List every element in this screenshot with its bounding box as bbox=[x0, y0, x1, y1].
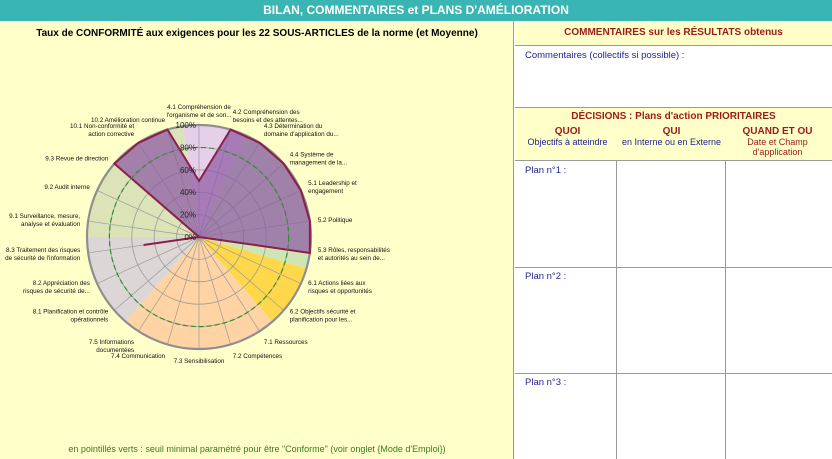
radar-category-label: 7.2 Compétences bbox=[233, 353, 282, 360]
col-qui-sub: en Interne ou en Externe bbox=[621, 137, 722, 147]
col-quand-label: QUAND ET OÙ bbox=[742, 126, 813, 137]
col-quoi-header: QUOI Objectifs à atteindre bbox=[515, 126, 620, 160]
right-panel: COMMENTAIRES sur les RÉSULTATS obtenus C… bbox=[515, 21, 832, 459]
plan-label: Plan n°1 : bbox=[525, 165, 567, 176]
plan-row[interactable]: Plan n°1 : bbox=[515, 161, 832, 268]
radar-sector bbox=[199, 237, 307, 298]
radar-spoke bbox=[198, 236, 260, 332]
plan-row[interactable]: Plan n°3 : bbox=[515, 373, 832, 459]
radar-tick-label: 80% bbox=[180, 143, 196, 152]
radar-spoke bbox=[167, 236, 200, 345]
plan-row[interactable]: Plan n°2 : bbox=[515, 267, 832, 374]
radar-category-label: 10.1 Non-conformité et action corrective bbox=[70, 123, 135, 138]
radar-spoke bbox=[88, 220, 200, 238]
radar-sector bbox=[199, 237, 294, 322]
radar-category-label: 4.1 Compréhension de l'organisme et de so… bbox=[167, 104, 232, 119]
divider bbox=[515, 107, 832, 108]
radar-category-label: 7.1 Ressources bbox=[264, 339, 308, 346]
col-quoi-label: QUOI bbox=[554, 126, 581, 137]
radar-category-label: 4.4 Système de management de la... bbox=[290, 151, 348, 166]
radar-category-label: 9.1 Surveillance, mesure, analyse et éval… bbox=[9, 213, 81, 228]
radar-category-label: 7.5 Informations documentées bbox=[89, 339, 134, 354]
radar-sector bbox=[91, 176, 199, 237]
chart-title: Taux de CONFORMITÉ aux exigences pour le… bbox=[36, 28, 478, 39]
comments-hint[interactable]: Commentaires (collectifs si possible) : bbox=[525, 50, 685, 61]
radar-spoke bbox=[96, 190, 200, 238]
radar-sector bbox=[125, 237, 199, 339]
radar-chart[interactable]: 0% 20% 40% 60% 80% 100% 4.1 Compréhension de l'… bbox=[0, 21, 514, 421]
col-quoi-sub: Objectifs à atteindre bbox=[527, 137, 608, 147]
radar-category-label: 4.3 Détermination du domaine d'applicatio… bbox=[264, 123, 339, 138]
plan-qui-cell[interactable] bbox=[617, 373, 726, 459]
radar-tick-label: 100% bbox=[176, 121, 196, 130]
radar-sector bbox=[199, 237, 273, 339]
radar-outer-ring bbox=[85, 123, 313, 351]
radar-tick-label: 0% bbox=[184, 233, 196, 242]
radar-category-label: 6.2 Objectifs sécurité et planification p… bbox=[290, 309, 356, 324]
col-qui-header: QUI en Interne ou en Externe bbox=[619, 126, 724, 160]
plan-quoi-cell[interactable]: Plan n°3 : bbox=[515, 373, 617, 459]
col-qui-label: QUI bbox=[662, 126, 681, 137]
radar-tick-label: 40% bbox=[180, 188, 196, 197]
chart-footnote: en pointillés verts : seuil minimal para… bbox=[68, 444, 446, 454]
radar-category-label: 5.1 Leadership et engagement bbox=[308, 180, 357, 195]
col-quand-header: QUAND ET OÙ Date et Champ d'application bbox=[725, 126, 830, 160]
radar-sector bbox=[104, 237, 199, 322]
radar-category-label: 8.3 Traitement des risques de sécurité de… bbox=[5, 247, 81, 262]
radar-category-label: 8.2 Appréciation des risques de sécurité … bbox=[23, 280, 90, 295]
radar-tick-label: 60% bbox=[180, 166, 196, 175]
radar-spoke bbox=[198, 236, 231, 345]
radar-spoke bbox=[114, 236, 200, 311]
radar-spoke bbox=[198, 236, 302, 284]
radar-category-label: 9.2 Audit interne bbox=[44, 184, 90, 191]
plan-qui-cell[interactable] bbox=[617, 267, 726, 373]
radar-category-label: 5.2 Politique bbox=[318, 217, 353, 224]
threshold-circle bbox=[108, 146, 290, 328]
radar-spoke bbox=[138, 236, 200, 332]
plan-label: Plan n°2 : bbox=[525, 271, 567, 282]
radar-sector bbox=[87, 237, 199, 269]
plan-quoi-cell[interactable]: Plan n°1 : bbox=[515, 161, 617, 267]
decisions-header: DÉCISIONS : Plans d'action PRIORITAIRES … bbox=[515, 108, 832, 161]
radar-category-label: 5.3 Rôles, responsabilités et autorités a… bbox=[318, 247, 390, 262]
col-quand-sub: Date et Champ d'application bbox=[747, 137, 808, 157]
radar-category-label: 10.2 Amélioration continue bbox=[91, 117, 166, 124]
radar-category-label: 4.2 Compréhension des besoins et des atte… bbox=[233, 109, 303, 124]
radar-category-label: 6.1 Actions liées aux risques et opportun… bbox=[308, 280, 372, 295]
radar-sector bbox=[91, 237, 199, 298]
radar-category-label: 7.4 Communication bbox=[111, 353, 166, 360]
comments-header: COMMENTAIRES sur les RÉSULTATS obtenus bbox=[515, 21, 832, 46]
radar-category-label: 7.3 Sensibilisation bbox=[174, 358, 225, 365]
sheet-banner: BILAN, COMMENTAIRES et PLANS D'AMÉLIORAT… bbox=[0, 0, 832, 21]
decisions-title: DÉCISIONS : Plans d'action PRIORITAIRES bbox=[571, 111, 776, 122]
radar-category-label: 8.1 Planification et contrôle opérationne… bbox=[33, 309, 109, 324]
radar-category-label: 9.3 Revue de direction bbox=[45, 155, 109, 162]
radar-spoke bbox=[96, 236, 200, 284]
radar-spoke bbox=[198, 236, 284, 311]
series-polygon bbox=[112, 128, 311, 255]
radar-tick-label: 20% bbox=[180, 211, 196, 220]
plan-qui-cell[interactable] bbox=[617, 161, 726, 267]
radar-sector bbox=[87, 205, 199, 237]
plan-quoi-cell[interactable]: Plan n°2 : bbox=[515, 267, 617, 373]
plan-label: Plan n°3 : bbox=[525, 377, 567, 388]
